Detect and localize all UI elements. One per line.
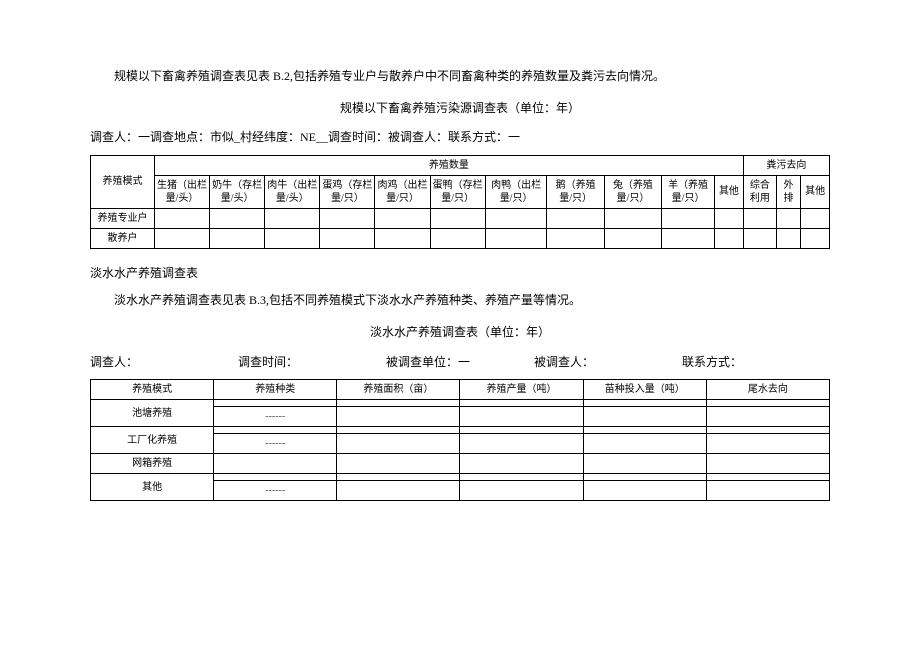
table1-title: 规模以下畜禽养殖污染源调查表（单位：年） bbox=[90, 98, 830, 120]
col-dairy: 奶牛（存栏量/头） bbox=[210, 175, 265, 208]
col-beef: 肉牛（出栏量/头） bbox=[265, 175, 320, 208]
col-duck-egg: 蛋鸭（存栏量/只） bbox=[430, 175, 485, 208]
col-tailwater: 尾水去向 bbox=[706, 380, 829, 400]
table-row: 生猪（出栏量/头） 奶牛（存栏量/头） 肉牛（出栏量/头） 蛋鸡（存栏量/只） … bbox=[91, 175, 830, 208]
meta-person: 被调查人： bbox=[534, 352, 682, 374]
row-cage: 网箱养殖 bbox=[91, 454, 214, 474]
col-rabbit: 兔（养殖量/只） bbox=[604, 175, 661, 208]
col-species: 养殖种类 bbox=[214, 380, 337, 400]
col-waste-other: 其他 bbox=[801, 175, 830, 208]
row-other: 其他 bbox=[91, 474, 214, 501]
table-row: 散养户 bbox=[91, 228, 830, 248]
dash-cell: ------ bbox=[214, 434, 337, 454]
table-row: 工厂化养殖 bbox=[91, 427, 830, 434]
col-goose: 鹅（养殖量/只） bbox=[547, 175, 604, 208]
col-pig: 生猪（出栏量/头） bbox=[154, 175, 209, 208]
section2-heading: 淡水水产养殖调查表 bbox=[90, 263, 830, 285]
livestock-table: 养殖模式 养殖数量 粪污去向 生猪（出栏量/头） 奶牛（存栏量/头） 肉牛（出栏… bbox=[90, 155, 830, 249]
dash-cell: ------ bbox=[214, 407, 337, 427]
table-row: 养殖专业户 bbox=[91, 208, 830, 228]
meta-contact: 联系方式： bbox=[682, 352, 830, 374]
table-row: 其他 bbox=[91, 474, 830, 481]
table1-meta: 调查人：一调查地点：市似_村经纬度：NE__调查时间：被调查人：联系方式：一 bbox=[90, 127, 830, 149]
intro-paragraph-1: 规模以下畜禽养殖调查表见表 B.2,包括养殖专业户与散养户中不同畜禽种类的养殖数… bbox=[90, 66, 830, 88]
col-sheep: 羊（养殖量/只） bbox=[662, 175, 715, 208]
meta-time: 调查时间： bbox=[238, 352, 386, 374]
aquaculture-table: 养殖模式 养殖种类 养殖面积（亩） 养殖产量（吨） 苗种投入量（吨） 尾水去向 … bbox=[90, 379, 830, 501]
row-pro: 养殖专业户 bbox=[91, 208, 155, 228]
col-mode: 养殖模式 bbox=[91, 380, 214, 400]
col-area: 养殖面积（亩） bbox=[337, 380, 460, 400]
table2-title: 淡水水产养殖调查表（单位：年） bbox=[90, 322, 830, 344]
col-layer: 蛋鸡（存栏量/只） bbox=[320, 175, 375, 208]
col-recycle: 综合利用 bbox=[743, 175, 776, 208]
col-other: 其他 bbox=[715, 175, 744, 208]
col-duck-meat: 肉鸭（出栏量/只） bbox=[485, 175, 547, 208]
table-row: 养殖模式 养殖数量 粪污去向 bbox=[91, 155, 830, 175]
meta-unit: 被调查单位：一 bbox=[386, 352, 534, 374]
col-broiler: 肉鸡（出栏量/只） bbox=[375, 175, 430, 208]
row-factory: 工厂化养殖 bbox=[91, 427, 214, 454]
row-scatter: 散养户 bbox=[91, 228, 155, 248]
col-mode: 养殖模式 bbox=[91, 155, 155, 208]
col-qty-group: 养殖数量 bbox=[154, 155, 743, 175]
dash-cell: ------ bbox=[214, 481, 337, 501]
table-row: 养殖模式 养殖种类 养殖面积（亩） 养殖产量（吨） 苗种投入量（吨） 尾水去向 bbox=[91, 380, 830, 400]
table-row: 网箱养殖 bbox=[91, 454, 830, 474]
col-discharge: 外排 bbox=[776, 175, 800, 208]
table-row: 池塘养殖 bbox=[91, 400, 830, 407]
intro-paragraph-2: 淡水水产养殖调查表见表 B.3,包括不同养殖模式下淡水水产养殖种类、养殖产量等情… bbox=[90, 290, 830, 312]
col-output: 养殖产量（吨） bbox=[460, 380, 583, 400]
meta-surveyor: 调查人： bbox=[90, 352, 238, 374]
col-seed: 苗种投入量（吨） bbox=[583, 380, 706, 400]
row-pond: 池塘养殖 bbox=[91, 400, 214, 427]
col-waste-group: 粪污去向 bbox=[743, 155, 829, 175]
table2-meta: 调查人： 调查时间： 被调查单位：一 被调查人： 联系方式： bbox=[90, 352, 830, 374]
